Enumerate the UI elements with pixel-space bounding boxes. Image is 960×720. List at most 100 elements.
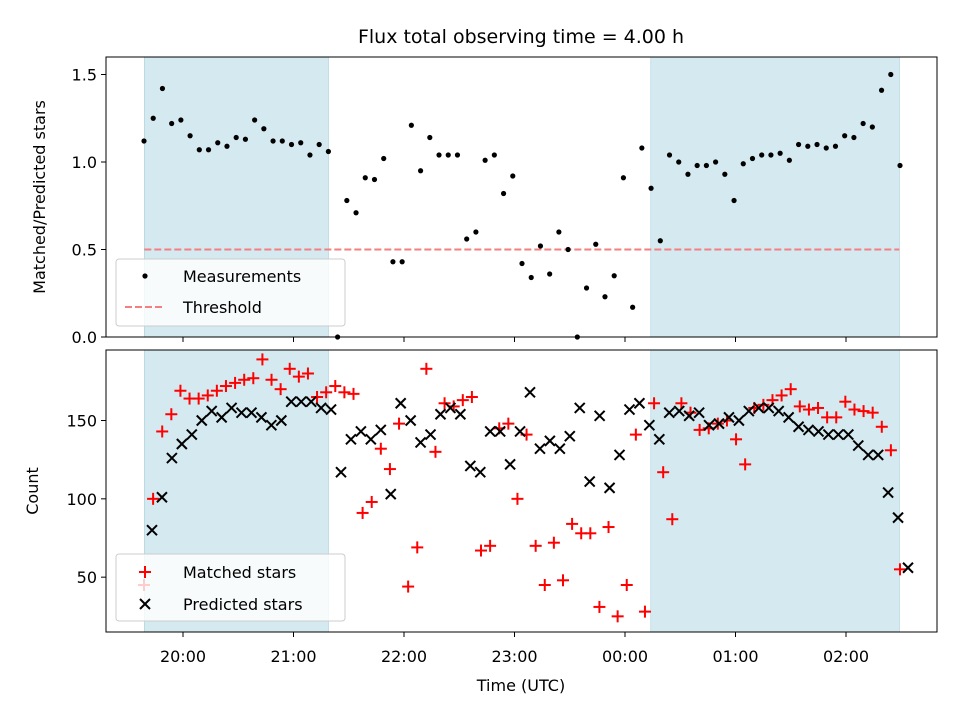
matched-star-point <box>311 391 324 403</box>
predicted-star-point <box>882 486 894 499</box>
matched-star-point <box>730 433 743 446</box>
y-tick-label: 150 <box>66 412 97 431</box>
matched-star-point <box>648 397 661 410</box>
measurement-point <box>141 138 147 144</box>
measurement-point <box>390 259 396 265</box>
predicted-star-point <box>733 414 745 427</box>
predicted-star-point <box>285 395 297 408</box>
top-panel: 0.0 0.5 1.0 1.5 Matched/Predicted stars Mea… <box>30 56 938 347</box>
top-x-ticks <box>182 337 847 342</box>
x-tick-label: 20:00 <box>160 647 206 666</box>
matched-star-point <box>802 403 815 416</box>
measurement-point <box>215 140 221 146</box>
predicted-star-point <box>325 403 337 416</box>
predicted-star-point <box>414 436 427 449</box>
matched-star-point <box>566 517 579 530</box>
predicted-star-point <box>673 405 685 417</box>
measurement-point <box>731 197 737 204</box>
measurement-point <box>224 143 230 149</box>
measurement-point <box>537 243 544 249</box>
predicted-star-point <box>345 433 357 446</box>
matched-star-point <box>156 425 169 438</box>
matched-star-point <box>210 384 223 397</box>
measurement-point <box>777 150 783 156</box>
measurement-point <box>639 145 645 151</box>
predicted-star-point <box>872 449 884 461</box>
measurement-point <box>252 117 258 123</box>
legend-matched-marker <box>139 566 151 578</box>
measurement-point <box>547 271 553 277</box>
measurement-point <box>353 210 359 216</box>
chart-title: Flux total observing time = 4.00 h <box>358 26 684 48</box>
predicted-star-point <box>544 435 556 447</box>
measurement-point <box>288 141 295 148</box>
matched-star-point <box>611 610 624 623</box>
measurement-point <box>510 173 516 179</box>
predicted-stars-points <box>146 386 914 574</box>
measurement-point <box>408 122 414 128</box>
predicted-star-point <box>394 397 407 409</box>
y-tick-label: 1.5 <box>72 66 97 85</box>
measurement-point <box>805 143 811 149</box>
top-axes-frame <box>105 56 938 338</box>
matched-star-point <box>347 387 360 400</box>
bottom-panel: 50 100 150 20:00 21:00 22:00 23:00 00:00 01:00 0… <box>23 349 938 695</box>
predicted-star-point <box>305 395 317 408</box>
predicted-star-point <box>554 442 566 455</box>
matched-star-point <box>538 579 551 591</box>
measurement-point <box>703 162 709 169</box>
predicted-star-point <box>355 425 367 438</box>
predicted-star-point <box>275 414 288 427</box>
measurement-point <box>270 138 276 144</box>
measurement-point <box>298 140 304 146</box>
measurement-point <box>694 162 700 169</box>
predicted-star-point <box>683 410 695 422</box>
matched-star-point <box>402 580 415 593</box>
matched-star-point <box>238 373 251 386</box>
measurement-point <box>196 147 202 153</box>
predicted-star-point <box>763 402 775 414</box>
measurement-point <box>362 175 368 181</box>
y-tick-label: 1.0 <box>72 153 97 172</box>
matched-star-point <box>556 574 569 587</box>
predicted-star-point <box>902 562 914 574</box>
measurement-point <box>722 171 728 177</box>
measurement-point <box>749 155 756 162</box>
matched-star-point <box>456 394 469 407</box>
measurement-point <box>519 260 525 267</box>
predicted-star-point <box>753 402 765 414</box>
predicted-star-point <box>832 428 845 441</box>
measurement-point <box>500 190 507 197</box>
predicted-star-point <box>375 424 387 436</box>
predicted-star-point <box>603 482 616 494</box>
predicted-star-point <box>205 405 218 417</box>
predicted-star-point <box>792 421 805 433</box>
matched-star-point <box>393 417 406 430</box>
measurement-point <box>713 159 719 165</box>
predicted-star-point <box>623 403 636 416</box>
predicted-star-point <box>822 428 835 441</box>
measurement-point <box>242 136 249 142</box>
measurement-point <box>565 246 571 253</box>
shaded-interval <box>650 56 900 338</box>
legend-measurements-marker <box>142 273 148 279</box>
predicted-star-point <box>196 414 208 427</box>
measurement-point <box>630 304 636 310</box>
predicted-star-point <box>335 466 347 478</box>
matched-star-point <box>475 544 488 557</box>
matched-star-point <box>830 411 843 424</box>
predicted-star-point <box>663 406 675 419</box>
predicted-star-point <box>703 419 715 431</box>
bottom-axes-frame <box>105 349 938 633</box>
matched-star-point <box>693 423 706 436</box>
predicted-star-point <box>643 419 656 431</box>
measurement-point <box>178 117 184 123</box>
predicted-star-point <box>484 425 496 438</box>
measurement-point <box>842 133 848 139</box>
x-tick-label: 01:00 <box>712 647 758 666</box>
predicted-star-point <box>743 405 755 417</box>
predicted-star-point <box>802 424 815 436</box>
predicted-star-point <box>892 511 904 524</box>
measurement-point <box>399 259 405 265</box>
measurement-point <box>150 115 156 121</box>
